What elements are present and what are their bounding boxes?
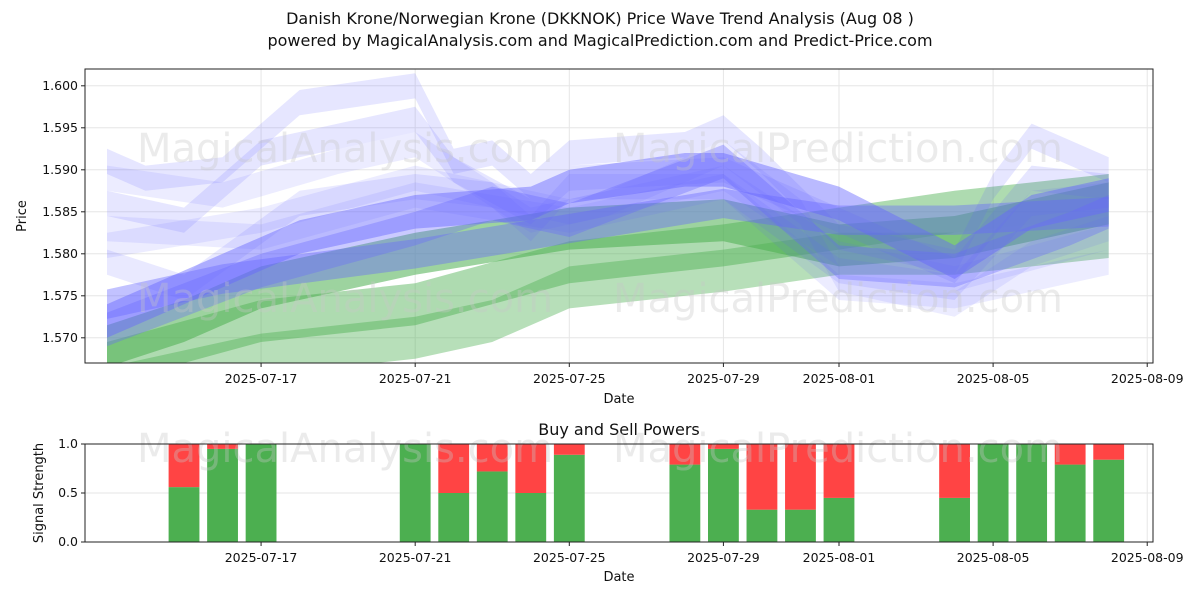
x-tick-label: 2025-08-01: [803, 371, 876, 386]
price-plot-frame: [84, 68, 1154, 364]
watermark-text: MagicalPrediction.com: [613, 126, 1063, 172]
y-tick-label: 0.0: [58, 534, 78, 549]
blue-wave-band: [107, 106, 1109, 284]
buy-power-bar: [207, 448, 238, 542]
buy-power-bar: [515, 493, 547, 542]
x-tick-label: 2025-07-29: [687, 371, 760, 386]
signal-watermarks: MagicalAnalysis.com MagicalPrediction.co…: [137, 426, 1063, 472]
sell-power-bar: [168, 444, 200, 488]
watermark-text: MagicalAnalysis.com: [137, 276, 553, 322]
sell-power-bar: [438, 444, 470, 493]
x-tick-label: 2025-08-09: [1111, 550, 1184, 565]
watermark-text: MagicalAnalysis.com: [137, 126, 553, 172]
y-tick-label: 1.595: [42, 120, 78, 135]
x-tick-label: 2025-08-09: [1111, 371, 1184, 386]
signal-y-axis: 0.0 0.5 1.0: [58, 436, 85, 549]
sell-power-bar: [515, 444, 547, 493]
signal-bars: [168, 444, 1125, 542]
buy-power-bar: [785, 509, 816, 542]
blue-wave-band: [107, 174, 1109, 300]
price-watermarks: MagicalAnalysis.com MagicalPrediction.co…: [137, 126, 1063, 322]
signal-chart-title: Buy and Sell Powers: [538, 420, 700, 439]
x-tick-label: 2025-08-05: [957, 371, 1030, 386]
x-tick-label: 2025-08-05: [957, 550, 1030, 565]
green-wave-band: [107, 174, 1109, 363]
watermark-text: MagicalPrediction.com: [613, 276, 1063, 322]
x-tick-label: 2025-07-17: [225, 550, 298, 565]
x-tick-label: 2025-07-25: [533, 550, 606, 565]
buy-power-bar: [1016, 444, 1048, 542]
signal-y-axis-title: Signal Strength: [32, 443, 47, 543]
buy-power-bar: [476, 471, 508, 542]
x-tick-label: 2025-07-25: [533, 371, 606, 386]
buy-power-bar: [245, 444, 277, 542]
signal-x-axis-title: Date: [603, 570, 634, 585]
blue-wave-band: [107, 188, 1109, 319]
buy-power-bar: [1093, 459, 1125, 542]
buy-power-bar: [553, 454, 585, 542]
buy-power-bar: [939, 497, 970, 542]
signal-x-axis: 2025-07-17 2025-07-21 2025-07-25 2025-07-29…: [225, 542, 1184, 565]
buy-power-bar: [746, 509, 778, 542]
buy-power-bar: [708, 448, 739, 542]
sell-power-bar: [1093, 444, 1125, 460]
sell-power-bar: [785, 444, 816, 510]
x-tick-label: 2025-07-21: [379, 371, 452, 386]
buy-power-bar: [977, 444, 1009, 542]
x-tick-label: 2025-07-21: [379, 550, 452, 565]
green-wave-band: [126, 216, 1109, 363]
buy-power-bar: [168, 487, 200, 542]
x-tick-label: 2025-07-17: [225, 371, 298, 386]
price-y-axis-title: Price: [15, 200, 30, 232]
blue-wave-band: [107, 144, 1109, 347]
price-x-axis-title: Date: [603, 392, 634, 407]
price-y-axis: 1.570 1.575 1.580 1.585 1.590 1.595 1.600: [42, 78, 85, 345]
sell-power-bar: [476, 444, 508, 472]
blue-wave-band: [107, 165, 1109, 292]
buy-power-bar: [1054, 464, 1086, 542]
buy-power-bar: [438, 493, 470, 542]
y-tick-label: 1.600: [42, 78, 78, 93]
y-tick-label: 1.585: [42, 204, 78, 219]
sell-power-bar: [939, 444, 970, 498]
y-tick-label: 1.580: [42, 246, 78, 261]
y-tick-label: 1.590: [42, 162, 78, 177]
watermark-text: MagicalAnalysis.com: [137, 426, 553, 472]
y-tick-label: 1.0: [58, 436, 78, 451]
y-tick-label: 1.575: [42, 288, 78, 303]
chart-title: Danish Krone/Norwegian Krone (DKKNOK) Pr…: [286, 9, 914, 28]
x-tick-label: 2025-07-29: [687, 550, 760, 565]
price-x-axis: 2025-07-17 2025-07-21 2025-07-25 2025-07-29…: [225, 363, 1184, 386]
y-tick-label: 0.5: [58, 485, 78, 500]
y-tick-label: 1.570: [42, 330, 78, 345]
blue-wave-band: [107, 153, 1109, 338]
sell-power-bar: [746, 444, 778, 510]
sell-power-bar: [207, 444, 238, 449]
sell-power-bar: [553, 444, 585, 455]
price-wave-bands: [107, 73, 1109, 363]
sell-power-bar: [823, 444, 855, 498]
buy-power-bar: [399, 444, 431, 542]
blue-wave-band: [107, 174, 1109, 309]
sell-power-bar: [1054, 444, 1086, 465]
sell-power-bar: [708, 444, 739, 449]
buy-power-bar: [669, 464, 701, 542]
x-tick-label: 2025-08-01: [803, 550, 876, 565]
chart-subtitle: powered by MagicalAnalysis.com and Magic…: [267, 31, 933, 50]
green-wave-band: [107, 182, 1109, 363]
sell-power-bar: [669, 444, 701, 465]
buy-power-bar: [823, 497, 855, 542]
watermark-text: MagicalPrediction.com: [613, 426, 1063, 472]
